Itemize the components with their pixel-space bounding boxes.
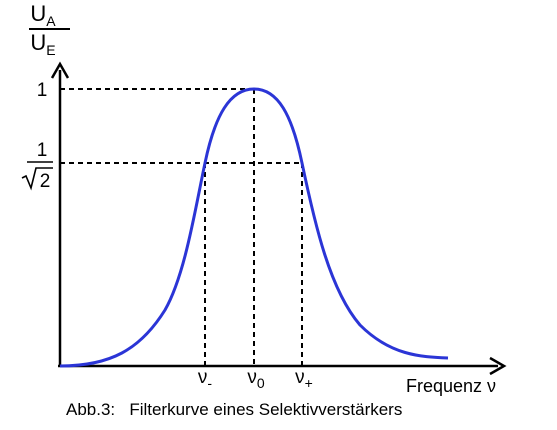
x-tick-lower-cutoff: ν- (198, 367, 213, 391)
sqrt-sign (21, 167, 53, 191)
x-tick-upper-cutoff: ν+ (295, 367, 313, 391)
y-axis-arrowhead (50, 61, 70, 79)
x-axis-arrowhead (489, 356, 507, 376)
y-tick-max: 1 (37, 80, 48, 101)
y-tick-half-power-numerator: 1 (37, 140, 48, 161)
y-tick-half-power-denominator: 2 (40, 171, 51, 192)
x-tick-center: ν0 (247, 367, 265, 391)
filter-response-curve (59, 87, 449, 368)
y-label-numerator: UA (30, 1, 56, 29)
figure-caption: Abb.3: Filterkurve eines Selektivverstär… (66, 400, 403, 419)
x-axis-label: Frequenz ν (406, 376, 496, 396)
y-label-denominator: UE (30, 30, 55, 58)
